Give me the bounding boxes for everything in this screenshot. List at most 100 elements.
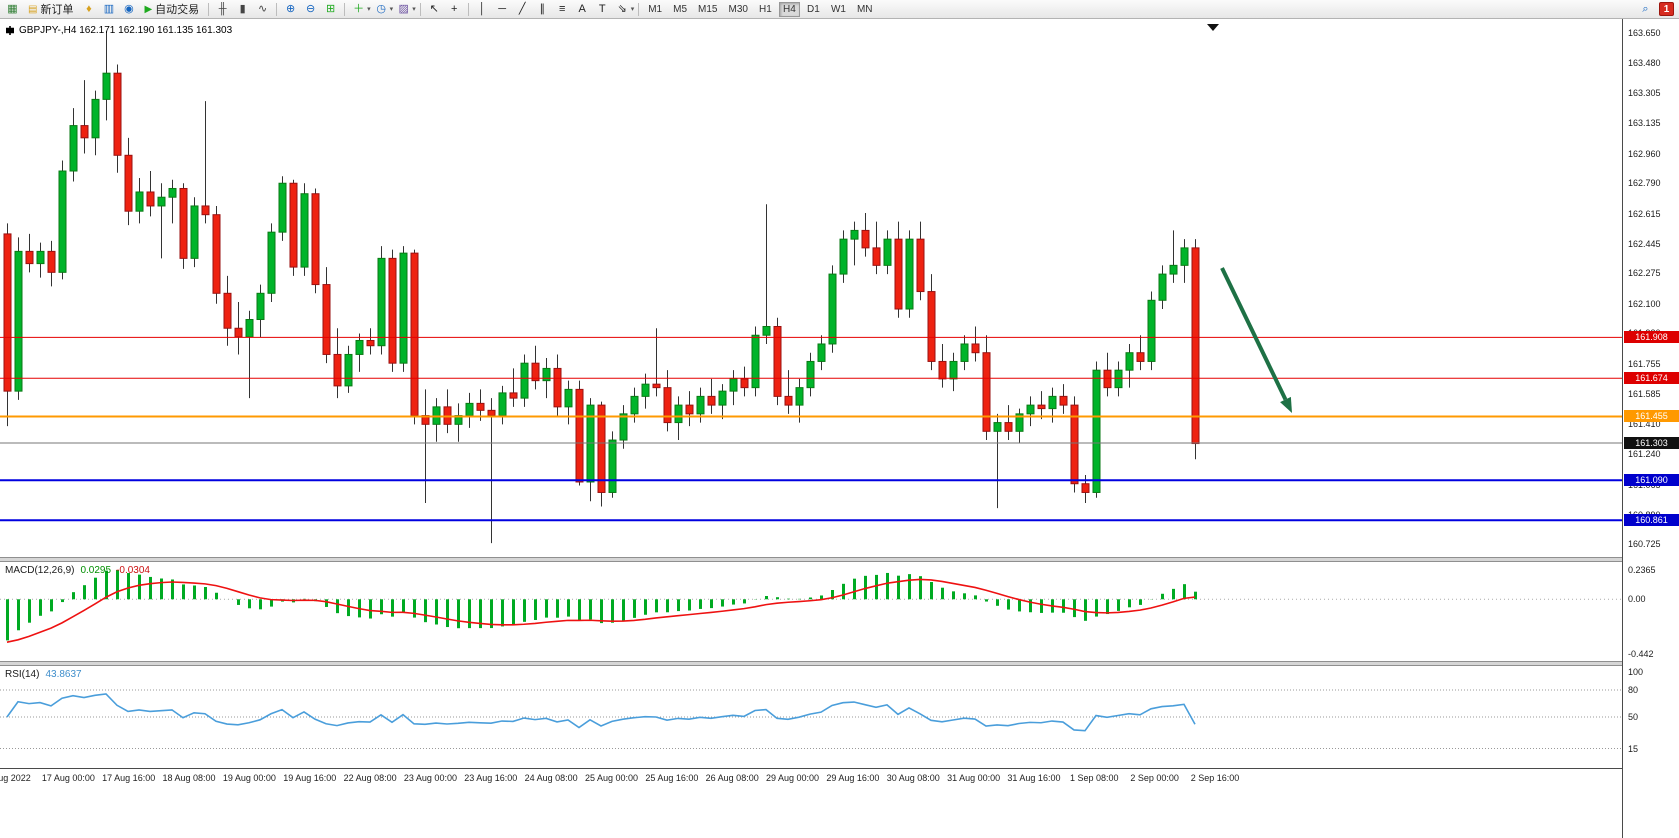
auto-trading-button[interactable]: ▶ 自动交易 [139, 1, 204, 17]
cursor-icon[interactable]: ↖ [429, 2, 439, 15]
time-tick-label: 19 Aug 00:00 [222, 773, 276, 783]
timeframe-button-m1[interactable]: M1 [648, 3, 663, 15]
price-badge-161.674[interactable]: 161.674 [1624, 372, 1679, 385]
time-tick-label: 31 Aug 00:00 [947, 773, 1001, 783]
time-tick-label: 5 Aug 2022 [0, 773, 31, 783]
price-badge-161.455[interactable]: 161.455 [1624, 410, 1679, 423]
price-badge-161.908[interactable]: 161.908 [1624, 331, 1679, 344]
periods-icon[interactable]: ◷ [376, 2, 386, 15]
macd-main-value: 0.0295 [80, 565, 112, 576]
price-tick-label: 162.790 [1628, 178, 1661, 189]
candlestick-chart[interactable] [0, 19, 1622, 557]
navigator-icon[interactable]: ◉ [124, 2, 134, 15]
price-tick-label: 161.585 [1628, 388, 1661, 399]
new-order-button-label: 新订单 [40, 4, 74, 16]
toolbar-separator [638, 2, 640, 16]
auto-trading-icon: ▶ [144, 3, 153, 15]
price-tick-label: 162.100 [1628, 298, 1661, 309]
rsi-chart[interactable] [0, 666, 1622, 768]
dropdown-caret-icon[interactable]: ▾ [412, 6, 416, 13]
price-badge-161.090[interactable]: 161.090 [1624, 474, 1679, 487]
footer-area [0, 790, 1622, 838]
timeframe-button-mn[interactable]: MN [856, 3, 873, 15]
label-icon[interactable]: T [598, 2, 606, 15]
tile-windows-icon[interactable]: ⊞ [326, 2, 336, 15]
time-tick-label: 17 Aug 00:00 [41, 773, 95, 783]
panel-splitter[interactable] [0, 557, 1679, 562]
price-tick-label: 162.275 [1628, 268, 1661, 279]
horizontal-line-icon[interactable]: ─ [498, 2, 507, 15]
time-tick-label: 30 Aug 08:00 [886, 773, 940, 783]
time-tick-label: 26 Aug 08:00 [705, 773, 759, 783]
panel-splitter[interactable] [0, 661, 1679, 666]
rsi-tick-label: 15 [1628, 743, 1639, 754]
crosshair-icon[interactable]: + [450, 2, 458, 15]
macd-chart[interactable] [0, 562, 1622, 661]
search-icon[interactable]: ⌕ [1642, 2, 1649, 15]
toolbar-separator [467, 2, 469, 16]
time-tick-label: 31 Aug 16:00 [1007, 773, 1061, 783]
time-tick-label: 22 Aug 08:00 [343, 773, 397, 783]
toolbar-separator [276, 2, 278, 16]
price-tick-label: 162.445 [1628, 238, 1661, 249]
timeframe-button-h4[interactable]: H4 [778, 1, 800, 17]
timeframe-button-h1[interactable]: H1 [759, 3, 772, 15]
text-icon[interactable]: A [578, 2, 586, 15]
line-chart-icon[interactable]: ∿ [258, 2, 268, 15]
dropdown-caret-icon[interactable]: ▾ [630, 6, 635, 13]
vertical-line-icon[interactable]: │ [478, 2, 486, 15]
price-tick-label: 163.650 [1628, 28, 1661, 38]
dropdown-caret-icon[interactable]: ▾ [367, 6, 371, 13]
new-order-icon: ▤ [28, 3, 38, 15]
time-tick-label: 1 Sep 08:00 [1070, 773, 1119, 783]
channel-icon[interactable]: ∥ [539, 2, 545, 15]
fibonacci-icon[interactable]: ≡ [558, 2, 566, 15]
macd-histogram [6, 570, 1197, 641]
toolbar: ▦ ▤ 新订单 ♦ ▥ ◉ ▶ 自动交易 ╫ ▮ ∿ ⊕ ⊖ ⊞ ＋ ▾ ◷ ▾ ▨ ▾ ↖ + │ ─ ╱ ∥ ≡ A T ⇘ ▾ M1 M5… [0, 0, 1679, 19]
templates-icon[interactable]: ▨ [398, 2, 409, 15]
market-watch-icon[interactable]: ♦ [86, 2, 92, 15]
price-badge-160.861[interactable]: 160.861 [1624, 514, 1679, 527]
timeframe-button-m15[interactable]: M15 [698, 3, 718, 15]
time-tick-label: 17 Aug 16:00 [102, 773, 156, 783]
zoom-in-icon[interactable]: ⊕ [286, 2, 296, 15]
timeframe-button-w1[interactable]: W1 [830, 3, 846, 15]
arrow-annotation[interactable] [1220, 267, 1292, 413]
rsi-panel[interactable]: RSI(14) 43.8637 [0, 666, 1622, 768]
macd-tick-label: -0.442 [1628, 649, 1654, 659]
chart-shift-marker-icon[interactable] [1207, 24, 1219, 31]
time-tick-label: 19 Aug 16:00 [283, 773, 337, 783]
price-axis[interactable]: 163.650 163.480 163.305 163.135 162.960 162.7… [1622, 19, 1679, 838]
time-tick-label: 2 Sep 16:00 [1190, 773, 1240, 783]
time-tick-label: 23 Aug 16:00 [464, 773, 518, 783]
price-tick-label: 163.305 [1628, 88, 1661, 99]
time-axis[interactable]: 5 Aug 2022 17 Aug 00:00 17 Aug 16:00 18 Aug… [0, 768, 1622, 790]
rsi-value: 43.8637 [45, 669, 82, 680]
horizontal-lines-layer[interactable] [0, 336, 1622, 522]
main-chart-panel[interactable]: GBPJPY-,H4 162.171 162.190 161.135 161.3… [0, 19, 1622, 557]
macd-signal-line [6, 578, 1196, 643]
timeframe-button-m5[interactable]: M5 [673, 3, 688, 15]
dropdown-caret-icon[interactable]: ▾ [389, 6, 394, 13]
arrows-icon[interactable]: ⇘ [617, 2, 627, 15]
price-tick-label: 161.240 [1628, 449, 1661, 460]
bar-chart-icon[interactable]: ╫ [218, 2, 227, 15]
trendline-icon[interactable]: ╱ [518, 2, 526, 15]
chart-title: GBPJPY-,H4 162.171 162.190 161.135 161.3… [6, 25, 232, 36]
current-price-badge[interactable]: 161.303 [1624, 437, 1679, 450]
new-order-button[interactable]: ▤ 新订单 [23, 1, 78, 17]
time-tick-label: 29 Aug 00:00 [766, 773, 820, 783]
candlestick-chart-icon[interactable]: ▮ [239, 2, 246, 15]
price-tick-label: 163.135 [1628, 117, 1661, 128]
macd-tick-label: 0.00 [1628, 594, 1646, 605]
notification-badge[interactable]: 1 [1659, 2, 1674, 16]
chart-window-icon[interactable]: ▦ [7, 2, 18, 15]
data-window-icon[interactable]: ▥ [103, 2, 115, 15]
macd-panel[interactable]: MACD(12,26,9) 0.0295 -0.0304 [0, 562, 1622, 661]
toolbar-separator [419, 2, 421, 16]
timeframe-button-m30[interactable]: M30 [728, 3, 748, 15]
zoom-out-icon[interactable]: ⊖ [306, 2, 316, 15]
toolbar-separator [344, 2, 346, 16]
timeframe-button-d1[interactable]: D1 [807, 3, 820, 15]
indicators-icon[interactable]: ＋ [353, 2, 365, 15]
